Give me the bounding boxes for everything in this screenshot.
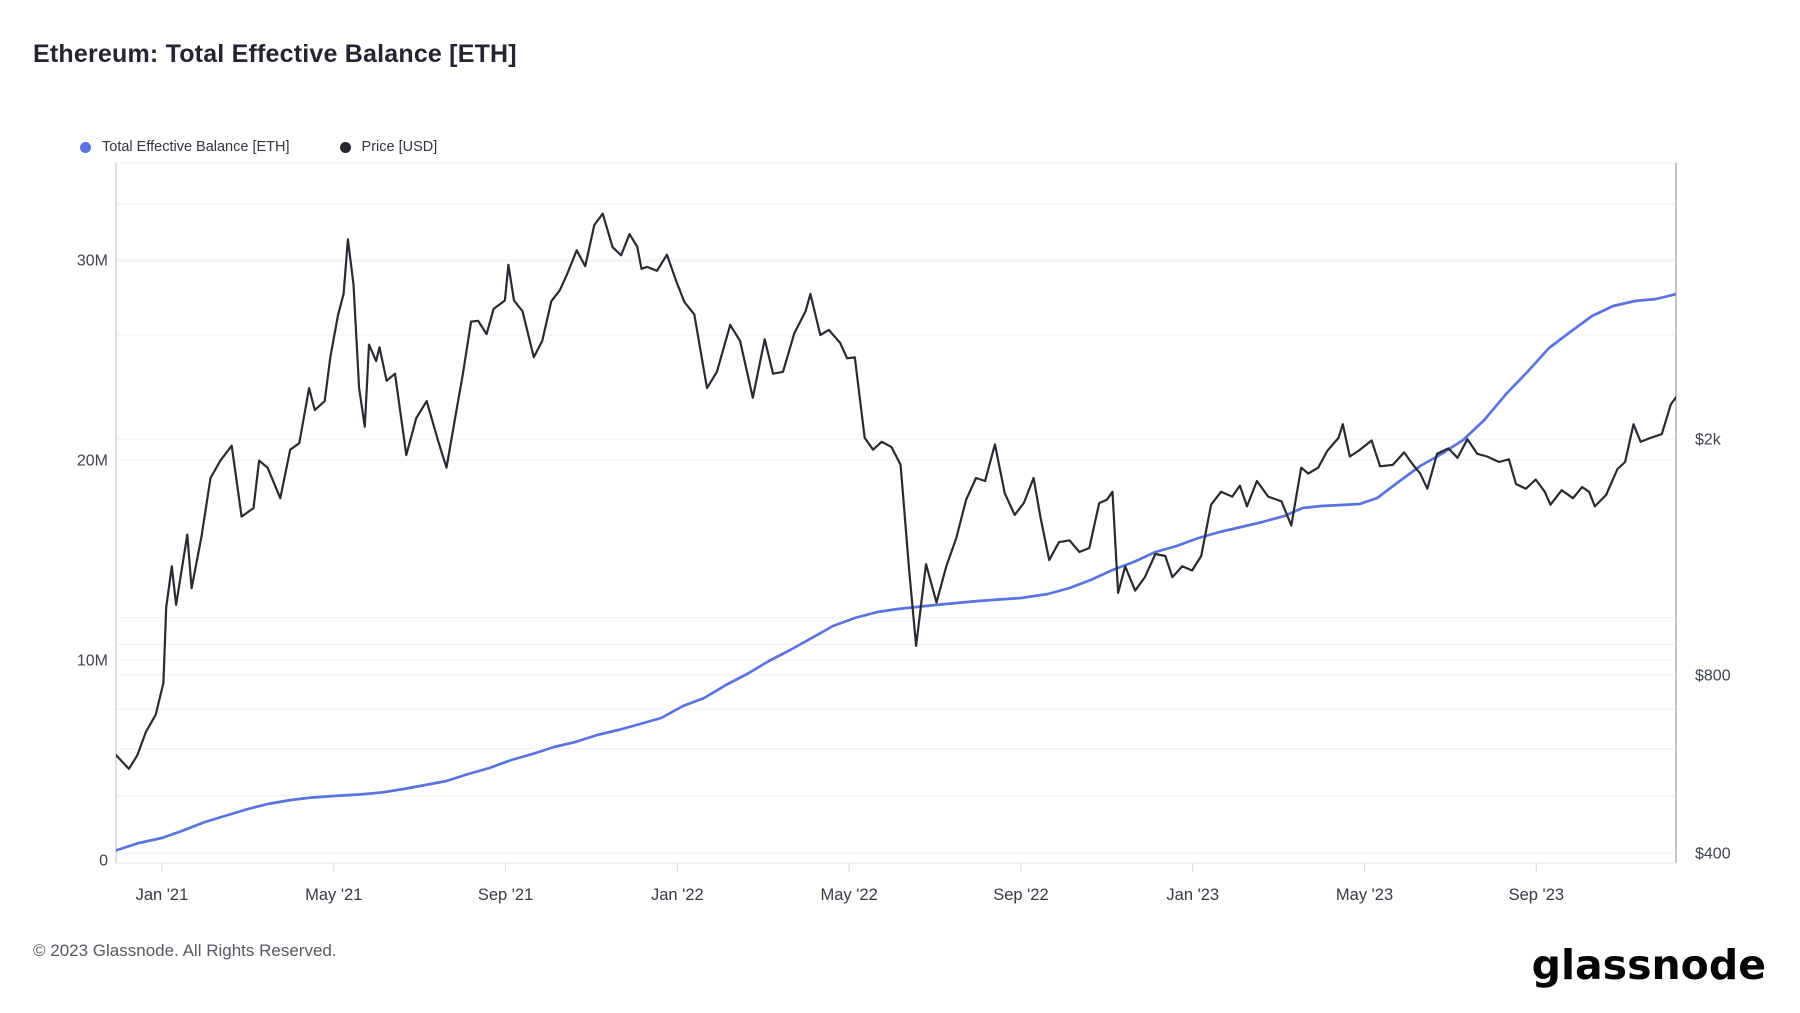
right-axis-label: $400: [1695, 846, 1731, 863]
x-axis-label: May '21: [305, 886, 362, 904]
x-axis-label: Jan '23: [1166, 886, 1219, 904]
legend-item-label: Price [USD]: [361, 139, 438, 155]
legend-item-price[interactable]: Price [USD]: [339, 139, 438, 155]
axis-ticks-group: [161, 863, 1537, 872]
right-axis-label: $2k: [1695, 432, 1722, 449]
legend-item-label: Total Effective Balance [ETH]: [102, 139, 290, 155]
chart-legend: Total Effective Balance [ETH] Price [USD…: [80, 139, 437, 155]
left-axis-label: 20M: [77, 453, 108, 470]
x-axis-label: Jan '21: [136, 886, 189, 904]
x-axis-label: Jan '22: [651, 886, 704, 904]
copyright-text: © 2023 Glassnode. All Rights Reserved.: [33, 941, 337, 960]
x-axis-label: May '23: [1336, 886, 1393, 904]
gridlines-group: [116, 203, 1676, 854]
balance-line-series: [116, 292, 1676, 852]
x-axis-label: May '22: [821, 886, 878, 904]
price-series-dot-icon: [339, 141, 351, 153]
plot-border-group: [115, 162, 1677, 864]
axis-labels-group: Jan '21 May '21 Sep '21 Jan '22 May '22 Sep '…: [77, 253, 1731, 905]
balance-series-dot-icon: [80, 141, 91, 153]
left-axis-label: 30M: [77, 253, 108, 270]
left-axis-label: 10M: [77, 653, 108, 670]
x-axis-label: Sep '21: [478, 886, 533, 904]
price-line-series: [116, 212, 1676, 770]
x-axis-label: Sep '23: [1509, 886, 1564, 904]
right-axis-label: $800: [1695, 667, 1731, 684]
legend-item-balance[interactable]: Total Effective Balance [ETH]: [80, 139, 290, 155]
series-group: [116, 212, 1676, 852]
glassnode-logo[interactable]: glassnode: [1531, 941, 1766, 989]
page-title: Ethereum: Total Effective Balance [ETH]: [33, 40, 517, 68]
x-axis-label: Sep '22: [993, 886, 1048, 904]
left-axis-label: 0: [99, 853, 108, 870]
